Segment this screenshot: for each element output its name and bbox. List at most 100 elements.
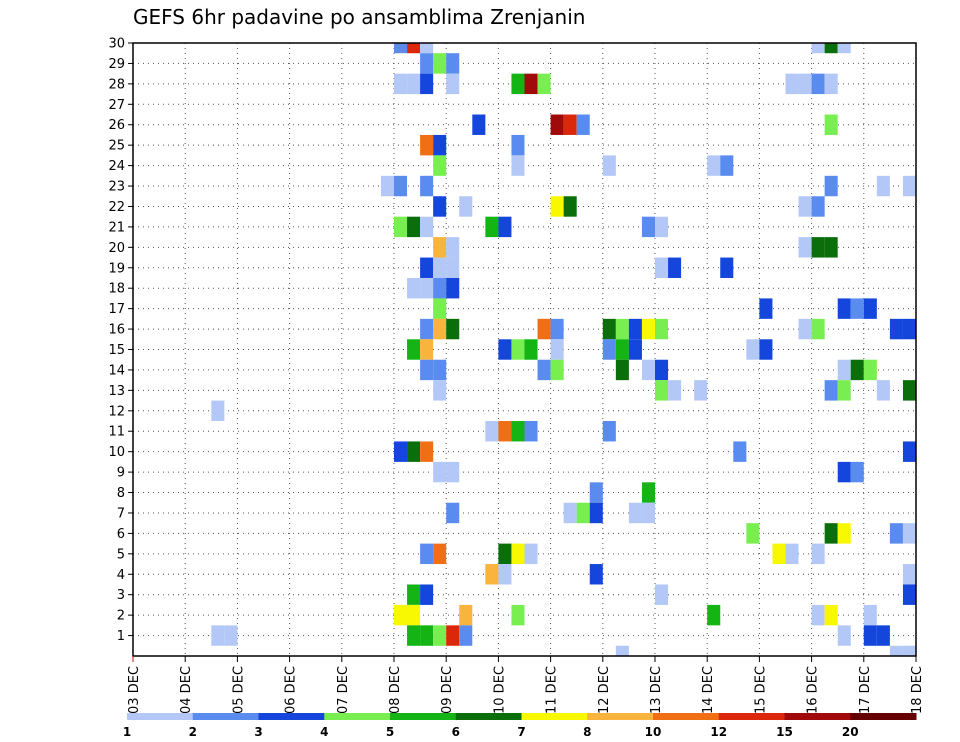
y-tick-label: 13	[108, 384, 125, 399]
precip-cell	[863, 604, 877, 626]
precip-cell	[811, 543, 825, 565]
precip-cell	[485, 564, 499, 585]
y-tick-label: 19	[108, 261, 125, 276]
precip-cell	[785, 543, 799, 565]
precip-cell	[511, 604, 525, 626]
x-tick-label: 16 DEC	[806, 666, 821, 714]
colorbar-swatch	[653, 713, 720, 720]
y-tick-label: 28	[108, 77, 125, 92]
x-tick-label: 10 DEC	[492, 666, 507, 714]
precip-cell	[498, 339, 512, 360]
precip-cell	[211, 400, 225, 422]
precip-cell	[537, 318, 551, 340]
x-tick-label: 09 DEC	[440, 666, 455, 714]
colorbar-swatch	[784, 713, 851, 720]
precip-cell	[420, 584, 434, 605]
x-tick-label: 14 DEC	[701, 666, 716, 714]
precip-cell	[589, 482, 603, 503]
y-tick-label: 27	[108, 98, 125, 113]
precip-cell	[576, 114, 590, 135]
precip-cell	[485, 421, 499, 442]
x-tick-label: 04 DEC	[179, 666, 194, 714]
y-tick-label: 1	[117, 629, 125, 644]
precip-cell	[433, 257, 447, 278]
precip-cell	[537, 359, 551, 381]
precip-cell	[563, 502, 577, 524]
y-tick-label: 8	[117, 486, 125, 501]
precip-cell	[746, 523, 760, 544]
y-tick-label: 14	[108, 363, 125, 378]
precip-cell	[902, 175, 916, 197]
precip-cell	[602, 155, 616, 176]
precip-cell	[641, 318, 655, 340]
precip-cell	[798, 318, 812, 340]
precip-cell	[837, 380, 851, 401]
colorbar-label: 15	[776, 725, 793, 739]
precip-cell	[902, 564, 916, 585]
x-tick-label: 13 DEC	[649, 666, 664, 714]
precip-cell	[394, 216, 408, 238]
precip-cell	[446, 53, 460, 74]
precip-cell	[668, 257, 682, 278]
precip-cell	[889, 318, 903, 340]
precip-cell	[511, 543, 525, 565]
precip-cell	[446, 461, 460, 483]
precip-cell	[420, 216, 434, 238]
y-tick-label: 23	[108, 180, 125, 195]
precip-cell	[420, 257, 434, 278]
precip-cell	[889, 523, 903, 544]
colorbar-swatch	[390, 713, 457, 720]
precip-cell	[889, 645, 903, 656]
precip-cell	[420, 318, 434, 340]
x-tick-label: 06 DEC	[284, 666, 299, 714]
precip-cell	[459, 196, 473, 217]
precip-cell	[394, 604, 408, 626]
colorbar-label: 1	[123, 725, 131, 739]
precip-cell	[407, 216, 421, 238]
colorbar-label: 5	[386, 725, 394, 739]
precip-cell	[563, 196, 577, 217]
precip-cell	[811, 237, 825, 258]
precip-cell	[420, 543, 434, 565]
precip-cell	[876, 625, 890, 646]
precip-cell	[641, 359, 655, 381]
precip-cell	[902, 380, 916, 401]
colorbar-swatch	[718, 713, 785, 720]
precip-cell	[655, 216, 669, 238]
precip-cell	[394, 175, 408, 197]
precip-cell	[641, 216, 655, 238]
precip-cell	[655, 584, 669, 605]
colorbar-label: 20	[842, 725, 859, 739]
precip-cell	[498, 564, 512, 585]
precip-cell	[824, 73, 838, 95]
precip-cell	[811, 604, 825, 626]
precip-cell	[485, 216, 499, 238]
grid-lines	[133, 42, 916, 656]
precip-cell	[785, 73, 799, 95]
precip-cell	[837, 43, 851, 54]
colorbar-swatch	[127, 713, 194, 720]
precip-cell	[615, 359, 629, 381]
precip-cell	[655, 318, 669, 340]
precip-cell	[459, 604, 473, 626]
colorbar-swatch	[324, 713, 391, 720]
y-tick-label: 30	[108, 37, 125, 52]
precip-cell	[850, 461, 864, 483]
precip-cell	[772, 543, 786, 565]
precip-cell	[837, 359, 851, 381]
precip-cell	[850, 298, 864, 319]
precip-cell	[694, 380, 708, 401]
precip-cell	[420, 53, 434, 74]
y-tick-label: 15	[108, 343, 125, 358]
y-tick-label: 24	[108, 159, 125, 174]
precip-cell	[446, 318, 460, 340]
precip-cell	[511, 134, 525, 156]
y-tick-label: 10	[108, 445, 125, 460]
precip-cell	[433, 196, 447, 217]
precip-cell	[433, 625, 447, 646]
y-tick-label: 20	[108, 241, 125, 256]
precip-cell	[615, 318, 629, 340]
colorbar-label: 12	[710, 725, 727, 739]
precip-cell	[433, 277, 447, 299]
precip-cell	[628, 318, 642, 340]
